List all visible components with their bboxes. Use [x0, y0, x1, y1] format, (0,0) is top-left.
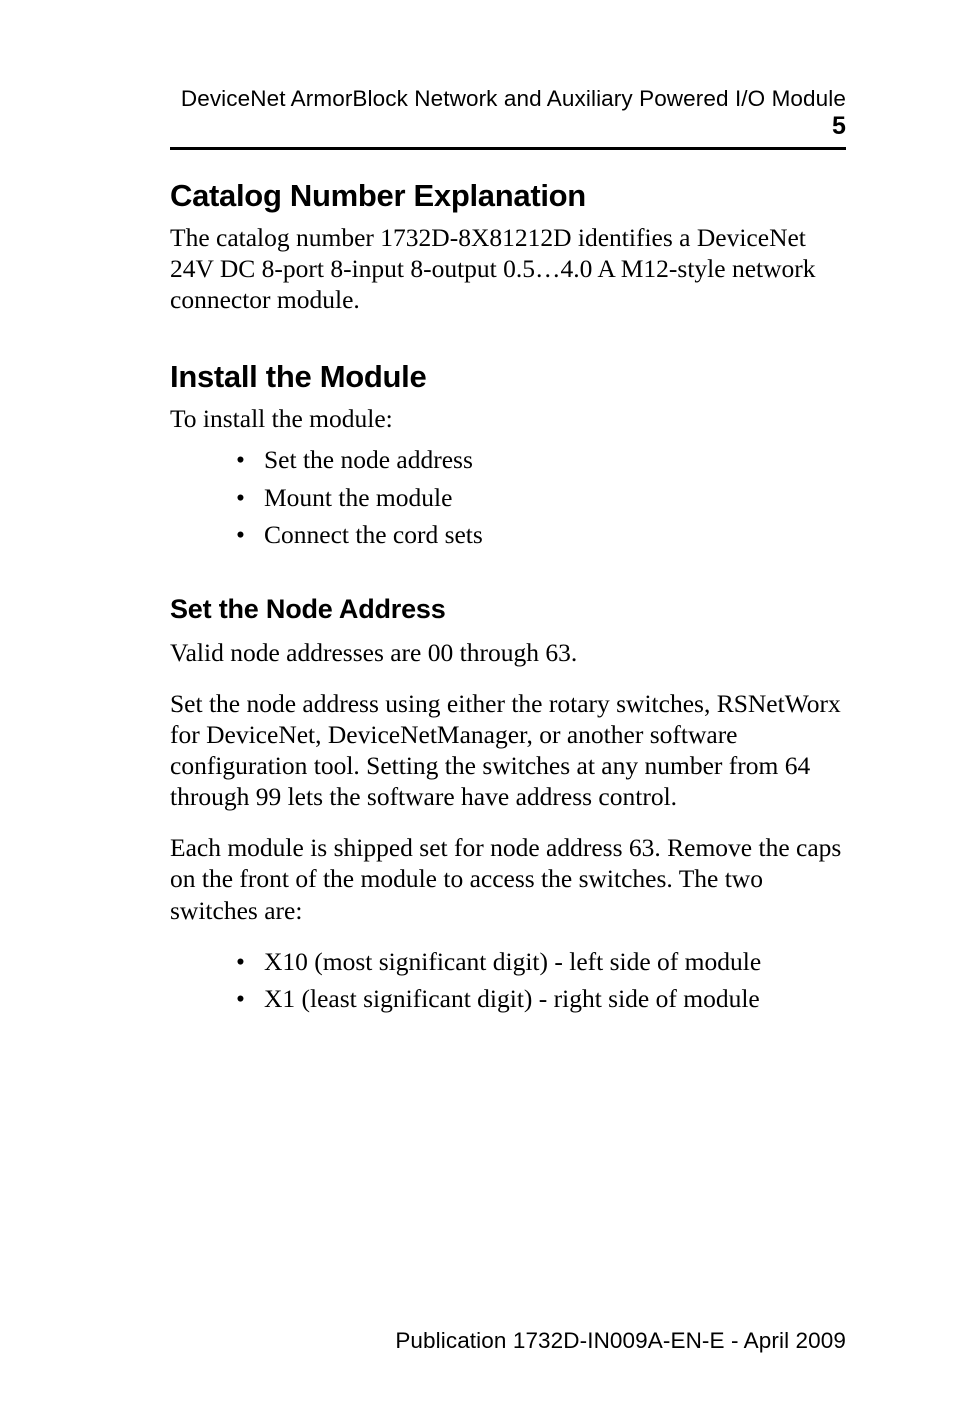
footer-publication: Publication 1732D-IN009A-EN-E - April 20… [395, 1328, 846, 1354]
heading-node: Set the Node Address [170, 594, 846, 625]
list-item: X10 (most significant digit) - left side… [170, 946, 846, 977]
running-title: DeviceNet ArmorBlock Network and Auxilia… [181, 86, 846, 111]
paragraph-catalog: The catalog number 1732D-8X81212D identi… [170, 222, 846, 315]
header-rule [170, 147, 846, 150]
list-item: Connect the cord sets [170, 519, 846, 550]
paragraph-node-1: Valid node addresses are 00 through 63. [170, 637, 846, 668]
running-header: DeviceNet ArmorBlock Network and Auxilia… [170, 86, 846, 141]
paragraph-node-2: Set the node address using either the ro… [170, 688, 846, 812]
heading-catalog: Catalog Number Explanation [170, 178, 846, 214]
list-item: Set the node address [170, 444, 846, 475]
node-list: X10 (most significant digit) - left side… [170, 946, 846, 1014]
install-list: Set the node address Mount the module Co… [170, 444, 846, 549]
paragraph-install-intro: To install the module: [170, 403, 846, 434]
list-item: Mount the module [170, 482, 846, 513]
heading-install: Install the Module [170, 359, 846, 395]
list-item: X1 (least significant digit) - right sid… [170, 983, 846, 1014]
page-number: 5 [832, 112, 846, 140]
paragraph-node-3: Each module is shipped set for node addr… [170, 832, 846, 925]
